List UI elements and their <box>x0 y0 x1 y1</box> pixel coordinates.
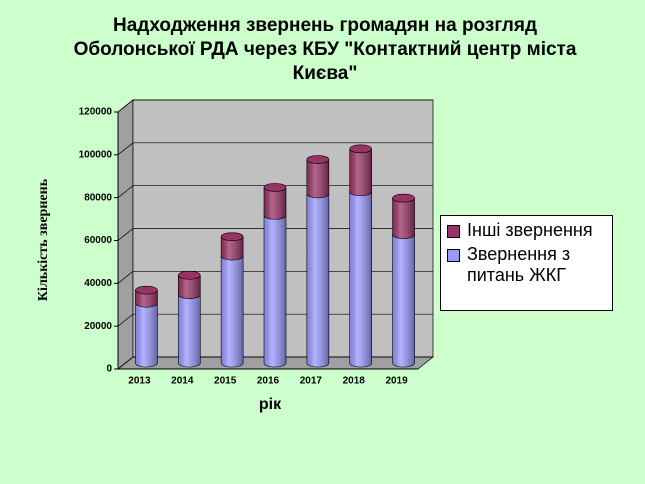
grid-line <box>117 185 433 198</box>
bar-segment <box>135 298 158 368</box>
bar-segment <box>263 183 287 220</box>
bar-segment <box>349 187 373 368</box>
legend-item: Звернення з питань ЖКГ <box>447 244 606 286</box>
bar-segment <box>263 210 287 368</box>
legend-swatch <box>447 225 460 238</box>
y-tick-label: 80000 <box>84 192 112 203</box>
y-tick-label: 100000 <box>79 149 113 160</box>
x-tick-label: 2015 <box>214 376 237 387</box>
x-tick-label: 2017 <box>300 376 323 387</box>
x-tick-label: 2019 <box>385 376 408 387</box>
legend-swatch <box>447 249 460 262</box>
bar-segment <box>306 189 330 368</box>
grid-line <box>117 99 433 113</box>
y-tick-label: 120000 <box>79 107 113 118</box>
legend-item: Інші звернення <box>447 220 606 241</box>
legend-label: Звернення з питань ЖКГ <box>467 244 571 285</box>
x-axis-label: рік <box>259 396 282 413</box>
x-tick-label: 2016 <box>257 376 280 387</box>
y-tick-label: 40000 <box>84 278 112 289</box>
grid-line <box>117 142 433 156</box>
grid-line <box>117 228 433 241</box>
legend: Інші звернення Звернення з питань ЖКГ <box>440 215 613 311</box>
x-tick-label: 2013 <box>128 376 151 387</box>
y-tick-label: 60000 <box>84 235 112 246</box>
x-tick-label: 2018 <box>343 376 366 387</box>
bar-segment <box>220 251 244 368</box>
chart-title: Надходження звернень громадян на розгляд… <box>73 15 577 84</box>
y-axis-label: Кількість звернень <box>36 178 51 301</box>
bar-segment <box>177 290 201 368</box>
bar-segment <box>392 230 415 368</box>
legend-label: Інші звернення <box>467 220 593 240</box>
bar-segment <box>177 270 201 299</box>
y-tick-label: 0 <box>106 364 112 375</box>
grid-line <box>117 270 433 284</box>
bar-segment <box>392 193 415 239</box>
bar-segment <box>349 144 373 196</box>
bar-segment <box>220 232 244 261</box>
grid-line <box>117 313 433 327</box>
bar-segment <box>135 285 158 308</box>
bar-segment <box>306 155 330 199</box>
y-tick-label: 20000 <box>84 321 112 332</box>
grid-line <box>117 356 433 370</box>
x-tick-label: 2014 <box>171 376 194 387</box>
